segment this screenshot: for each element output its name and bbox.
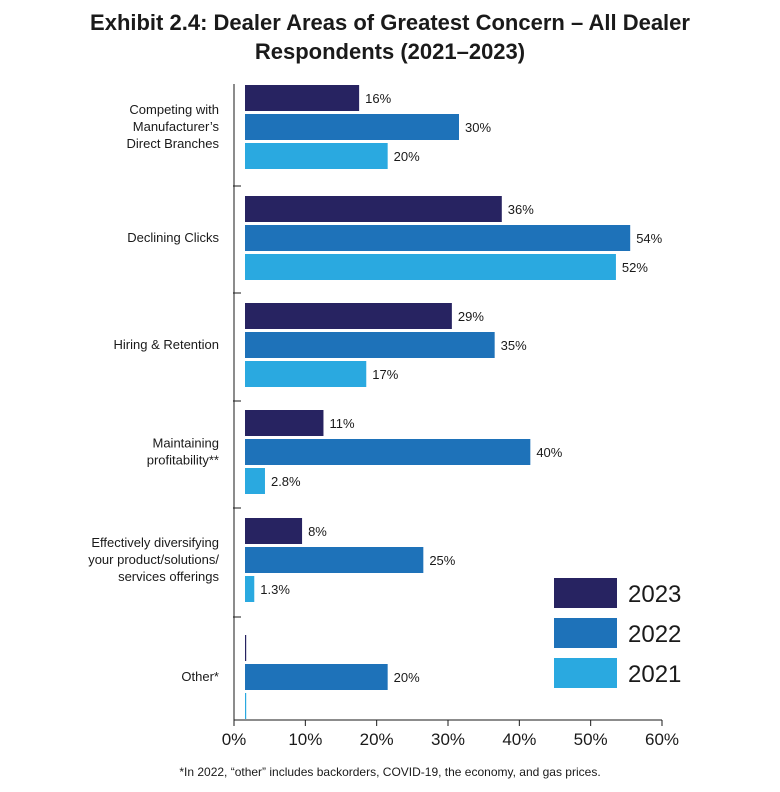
- category-label: Other*: [181, 669, 219, 684]
- bar-2023: [245, 518, 303, 544]
- bar-2021: [245, 693, 247, 719]
- bar-2022: [245, 664, 388, 690]
- bar-2023: [245, 303, 452, 329]
- bar-2022: [245, 225, 631, 251]
- bar-2022: [245, 547, 424, 573]
- category-label: profitability**: [147, 453, 219, 468]
- category-label: services offerings: [118, 569, 219, 584]
- bar-value-label: 30%: [465, 120, 491, 135]
- legend-label: 2023: [628, 581, 681, 608]
- x-tick-label: 10%: [288, 730, 322, 749]
- chart-title: Exhibit 2.4: Dealer Areas of Greatest Co…: [0, 8, 780, 66]
- category-label: Declining Clicks: [127, 230, 219, 245]
- bar-2023: [245, 196, 502, 222]
- legend-label: 2022: [628, 621, 681, 648]
- bar-value-label: 8%: [308, 524, 327, 539]
- category-label: Manufacturer’s: [133, 119, 220, 134]
- chart-title-line-2: Respondents (2021–2023): [254, 39, 526, 64]
- bar-value-label: 40%: [536, 445, 562, 460]
- x-tick-label: 20%: [360, 730, 394, 749]
- bar-2022: [245, 332, 495, 358]
- bar-value-label: 52%: [622, 260, 648, 275]
- bar-value-label: 1.3%: [260, 582, 290, 597]
- legend-swatch-2022: [554, 618, 617, 648]
- bar-2021: [245, 576, 255, 602]
- category-label: Effectively diversifying: [91, 535, 219, 550]
- bar-value-label: 25%: [429, 553, 455, 568]
- footnote: *In 2022, “other” includes backorders, C…: [179, 765, 601, 779]
- bar-value-label: 2.8%: [271, 474, 301, 489]
- bar-value-label: 16%: [365, 91, 391, 106]
- category-label: Hiring & Retention: [114, 337, 220, 352]
- legend-swatch-2021: [554, 658, 617, 688]
- bar-2021: [245, 254, 616, 280]
- bar-value-label: 29%: [458, 309, 484, 324]
- x-tick-label: 40%: [502, 730, 536, 749]
- legend-swatch-2023: [554, 578, 617, 608]
- bar-value-label: 35%: [501, 338, 527, 353]
- bar-value-label: 20%: [394, 149, 420, 164]
- bar-value-label: 11%: [329, 416, 354, 431]
- legend-label: 2021: [628, 661, 681, 688]
- x-tick-label: 60%: [645, 730, 679, 749]
- category-label: Direct Branches: [127, 136, 220, 151]
- chart-title-line-1: Exhibit 2.4: Dealer Areas of Greatest Co…: [90, 10, 690, 35]
- bar-2021: [245, 361, 367, 387]
- category-label: Maintaining: [153, 436, 220, 451]
- bar-value-label: 20%: [394, 670, 420, 685]
- bar-2022: [245, 439, 531, 465]
- bar-2023: [245, 410, 324, 436]
- bar-value-label: 54%: [636, 231, 662, 246]
- x-tick-label: 0%: [222, 730, 247, 749]
- x-tick-label: 50%: [574, 730, 608, 749]
- bar-value-label: 17%: [372, 367, 398, 382]
- x-tick-label: 30%: [431, 730, 465, 749]
- bar-2021: [245, 143, 388, 169]
- category-label: Competing with: [129, 102, 219, 117]
- bar-2023: [245, 635, 247, 661]
- bar-2022: [245, 114, 459, 140]
- bar-2023: [245, 85, 360, 111]
- bar-value-label: 36%: [508, 202, 534, 217]
- bar-2021: [245, 468, 265, 494]
- category-label: your product/solutions/: [88, 552, 219, 567]
